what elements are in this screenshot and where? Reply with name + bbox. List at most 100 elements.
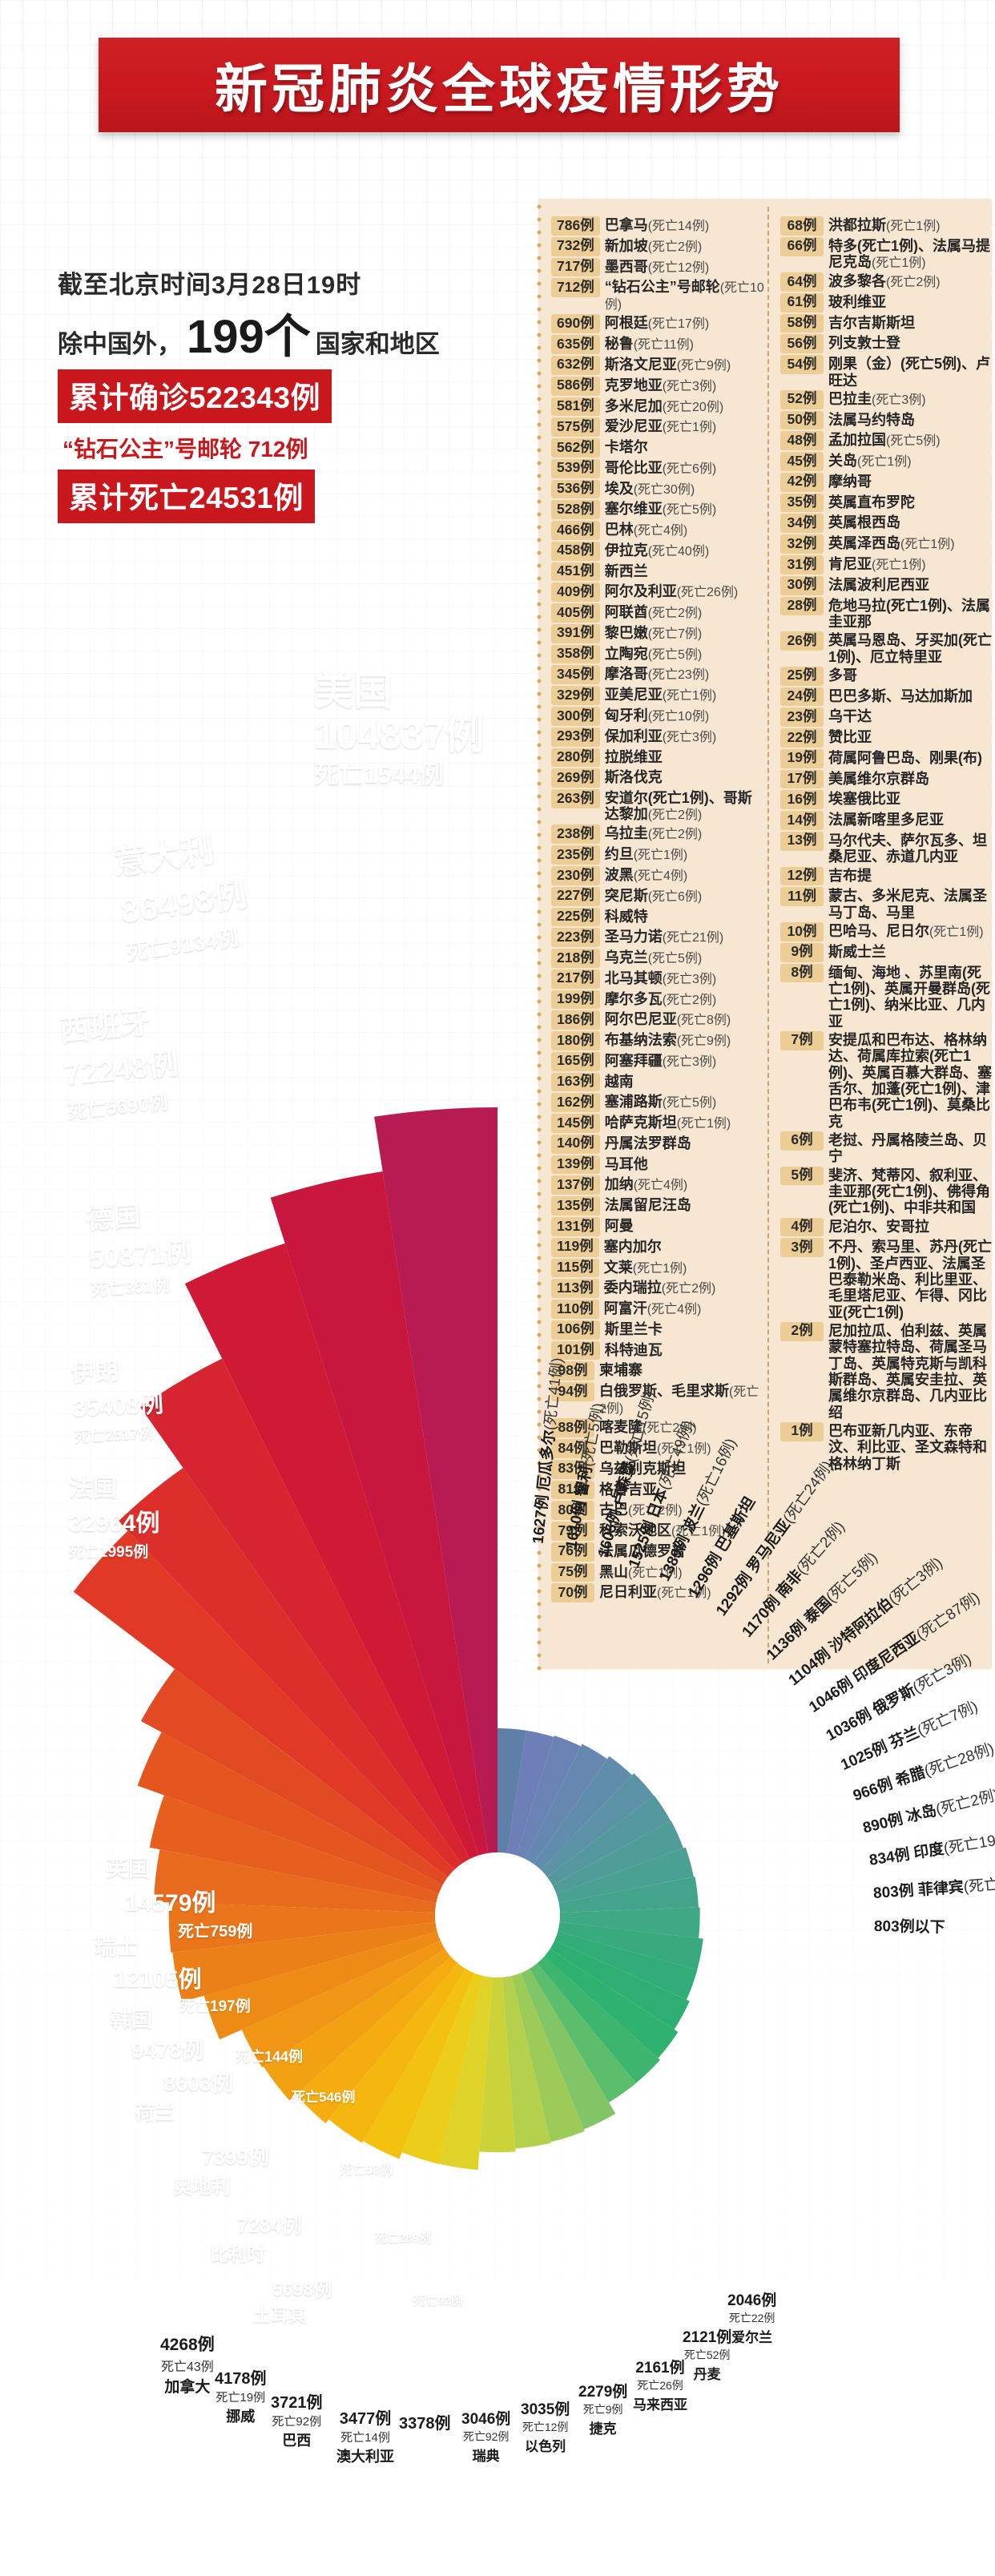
list-item-name: 巴勒斯坦(死亡1例) <box>599 1440 711 1457</box>
list-item: 106例 斯里兰卡 <box>551 1320 766 1340</box>
list-item-count: 293例 <box>551 727 600 747</box>
list-item: 66例 特多(死亡1例)、法属马提尼克岛(死亡1例) <box>780 236 995 271</box>
list-item-name: 摩洛哥(死亡23例) <box>604 666 710 683</box>
list-item-name: 洪都拉斯(死亡1例) <box>828 217 941 233</box>
wedge-label-italy: 意大利 86498例 死亡9134例 <box>111 830 250 965</box>
list-item: 135例 法属留尼汪岛 <box>551 1196 766 1216</box>
list-item-name: 阿曼 <box>604 1218 634 1235</box>
list-item-name: 阿根廷(死亡17例) <box>604 315 710 332</box>
list-item: 263例 安道尔(死亡1例)、哥斯达黎加(死亡2例) <box>551 789 766 823</box>
list-item-name: 美属维尔京群岛 <box>828 770 929 787</box>
list-item: 7例 安提瓜和巴布达、格林纳达、荷属库拉索(死亡1例)、英属百慕大群岛、塞舌尔、加… <box>780 1030 995 1130</box>
list-item-count: 139例 <box>551 1155 600 1175</box>
list-item: 8例 缅甸、海地 、苏里南(死亡1例)、英属开曼群岛(死亡1例)、纳米比亚、几内亚 <box>780 963 995 1030</box>
list-item-name: 摩尔多瓦(死亡2例) <box>604 990 717 1007</box>
list-item-count: 227例 <box>551 886 600 906</box>
list-item-name: 巴拉圭(死亡3例) <box>828 390 926 407</box>
title-banner: 新冠肺炎全球疫情形势 <box>99 38 900 132</box>
list-item-name: 孟加拉国(死亡5例) <box>828 432 941 449</box>
bottom-wedge-label: 3046例 死亡92例 瑞典 <box>461 2411 511 2464</box>
wedge-label-belgium: 7284例 比利时 死亡289例 <box>210 2215 432 2264</box>
list-item: 635例 秘鲁(死亡11例) <box>551 335 766 354</box>
bottom-wedge-label: 2046例 死亡22例 爱尔兰 <box>727 2292 777 2345</box>
list-item-name: 安道尔(死亡1例)、哥斯达黎加(死亡2例) <box>604 790 752 823</box>
list-item-count: 145例 <box>551 1114 600 1133</box>
list-item-name: 吉尔吉斯斯坦 <box>828 314 915 331</box>
list-item-count: 17例 <box>780 769 824 789</box>
list-item: 536例 埃及(死亡30例) <box>551 479 766 499</box>
list-item: 690例 阿根廷(死亡17例) <box>551 314 766 334</box>
list-item-name: 列支敦士登 <box>828 335 900 352</box>
list-item-name: 塞内加尔 <box>603 1238 662 1255</box>
list-item-count: 586例 <box>551 376 600 396</box>
list-item-name: 巴哈马、尼日尔(死亡1例) <box>828 923 984 940</box>
list-item-name: 法属马约特岛 <box>828 411 915 428</box>
list-item-count: 23例 <box>780 707 824 728</box>
list-item-name: 秘鲁(死亡11例) <box>604 336 694 353</box>
list-item-name: 丹属法罗群岛 <box>604 1135 691 1151</box>
list-item: 98例 柬埔寨 <box>551 1361 766 1381</box>
list-item: 712例 “钻石公主”号邮轮(死亡10例) <box>551 278 766 312</box>
list-item-count: 28例 <box>780 596 824 616</box>
list-item-name: 阿富汗(死亡4例) <box>603 1300 702 1317</box>
list-item-name: 乌克兰(死亡5例) <box>604 949 703 966</box>
list-item-count: 391例 <box>551 623 600 643</box>
list-item-name: 赞比亚 <box>828 729 872 746</box>
list-item-count: 52例 <box>780 389 824 409</box>
list-item-count: 409例 <box>551 583 600 603</box>
list-item: 34例 英属根西岛 <box>780 514 995 534</box>
list-item-count: 12例 <box>780 866 824 886</box>
list-item-name: 多米尼加(死亡20例) <box>604 397 724 414</box>
list-item-name: 卡塔尔 <box>604 439 648 456</box>
list-item-count: 186例 <box>551 1010 600 1030</box>
list-item: 23例 乌干达 <box>780 707 995 728</box>
list-item: 458例 伊拉克(死亡40例) <box>551 541 766 561</box>
list-item-count: 13例 <box>780 831 824 851</box>
list-item-count: 632例 <box>551 355 600 375</box>
list-item-count: 42例 <box>780 472 824 492</box>
list-item-name: 斐济、梵蒂冈、叙利亚、圭亚那(死亡1例)、佛得角(死亡1例)、中非共和国 <box>828 1167 990 1216</box>
list-item-name: 科特迪瓦 <box>604 1341 663 1358</box>
list-item: 230例 波黑(死亡4例) <box>551 866 766 885</box>
bottom-wedge-label: 3477例 死亡14例 澳大利亚 <box>336 2410 394 2465</box>
wedge-label-turkey: 5698例 土耳其 死亡92例 <box>253 2279 463 2325</box>
bottom-wedge-label: 3378例 <box>399 2415 451 2433</box>
list-item: 26例 英属马恩岛、牙买加(死亡1例)、厄立特里亚 <box>780 631 995 665</box>
list-item-name: 阿尔巴尼亚(死亡8例) <box>604 1011 731 1028</box>
list-item: 466例 巴林(死亡4例) <box>551 521 766 540</box>
list-item-count: 458例 <box>551 541 600 561</box>
list-item: 358例 立陶宛(死亡5例) <box>551 644 766 664</box>
list-item: 717例 墨西哥(死亡12例) <box>551 257 766 277</box>
list-item-name: 特多(死亡1例)、法属马提尼克岛(死亡1例) <box>828 237 990 271</box>
list-item-name: 法属波利尼西亚 <box>828 576 929 593</box>
list-item-name: 马耳他 <box>604 1155 648 1172</box>
list-item-count: 575例 <box>551 417 600 437</box>
list-item-name: 斯里兰卡 <box>604 1320 663 1337</box>
list-item-count: 581例 <box>551 397 600 417</box>
list-item-count: 8例 <box>780 963 824 983</box>
list-item-count: 4例 <box>780 1217 824 1237</box>
list-item: 225例 科威特 <box>551 907 766 927</box>
list-item-count: 217例 <box>551 969 600 989</box>
list-item-name: 阿联酋(死亡2例) <box>604 604 703 621</box>
list-item-name: “钻石公主”号邮轮(死亡10例) <box>604 279 764 312</box>
wedge-label-netherlands: 8603例 荷兰 死亡546例 <box>135 2071 356 2124</box>
list-item-count: 64例 <box>780 272 824 292</box>
list-item-name: 埃塞俄比亚 <box>828 791 900 808</box>
list-item: 186例 阿尔巴尼亚(死亡8例) <box>551 1010 766 1030</box>
list-item-name: 巴拿马(死亡14例) <box>604 217 710 233</box>
list-item-count: 3例 <box>780 1238 824 1258</box>
list-item: 64例 波多黎各(死亡2例) <box>780 272 995 292</box>
list-item-count: 635例 <box>551 335 600 354</box>
list-item: 110例 阿富汗(死亡4例) <box>551 1300 766 1319</box>
list-item-name: 斯威士兰 <box>828 943 886 960</box>
list-item-count: 225例 <box>551 907 600 927</box>
list-item: 35例 英属直布罗陀 <box>780 493 995 513</box>
bottom-wedge-label: 2161例 死亡26例 马来西亚 <box>633 2360 687 2413</box>
list-item-count: 113例 <box>551 1279 599 1299</box>
list-item: 45例 关岛(死亡1例) <box>780 452 995 471</box>
list-item-name: 匈牙利(死亡10例) <box>604 707 710 724</box>
list-item-name: 塞尔维亚(死亡5例) <box>604 501 717 518</box>
wedge-label-usa: 美国 104837例 死亡1544例 <box>314 670 485 788</box>
list-item: 581例 多米尼加(死亡20例) <box>551 397 766 417</box>
